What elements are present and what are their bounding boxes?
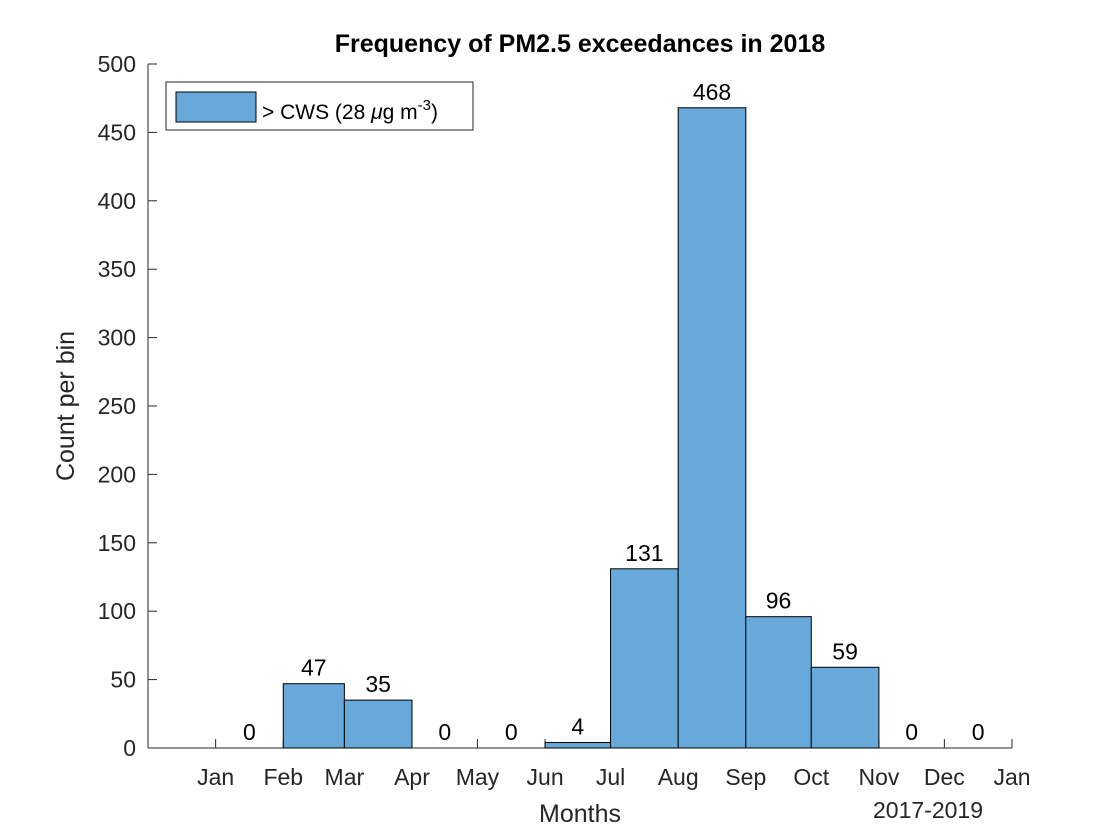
legend-exponent: -3 [418, 97, 431, 114]
y-tick-label: 300 [98, 325, 136, 351]
y-tick-label: 150 [98, 530, 136, 556]
x-tick-label: Aug [658, 764, 699, 790]
y-tick-label: 350 [98, 256, 136, 282]
legend-entry: > CWS (28 μg m-3) [262, 97, 438, 124]
bar-mar [343, 699, 413, 749]
y-tick-label: 250 [98, 393, 136, 419]
chart-title: Frequency of PM2.5 exceedances in 2018 [335, 30, 826, 58]
y-tick-label: 500 [98, 51, 136, 77]
data-label-aug: 468 [693, 79, 731, 105]
legend-swatch [175, 91, 257, 123]
legend-unit: g m [383, 101, 418, 124]
bars [282, 107, 880, 749]
data-label-nov: 0 [905, 719, 918, 745]
x-tick-label: Jul [596, 764, 625, 790]
legend-suffix: ) [431, 101, 438, 124]
y-axis-label: Count per bin [52, 331, 80, 481]
data-label-dec: 0 [972, 719, 985, 745]
y-tick-label: 100 [98, 598, 136, 624]
x-tick-label: Nov [858, 764, 899, 790]
data-labels: 0 47 35 0 0 4 131 468 96 59 0 0 [243, 79, 985, 745]
x-axis-label: Months [539, 800, 621, 828]
legend-mu: μ [370, 101, 383, 124]
y-tick-label: 400 [98, 188, 136, 214]
y-tick-label: 450 [98, 119, 136, 145]
x-tick-label: Mar [325, 764, 365, 790]
y-tick-label: 50 [110, 667, 136, 693]
bar-feb [282, 683, 345, 749]
x-tick-label: Oct [793, 764, 829, 790]
y-tick-label: 0 [123, 735, 136, 761]
data-label-jan: 0 [243, 719, 256, 745]
x-tick-label: Jan [993, 764, 1030, 790]
x-tick-label: Jun [527, 764, 564, 790]
x-tick-label: Jan [197, 764, 234, 790]
bar-jul [610, 568, 679, 749]
data-label-apr: 0 [438, 719, 451, 745]
x-tick-label: Apr [394, 764, 430, 790]
data-label-jul: 131 [625, 540, 663, 566]
x-tick-label: Sep [725, 764, 766, 790]
x-tick-label: May [456, 764, 500, 790]
x-axis-secondary-label: 2017-2019 [873, 797, 983, 823]
bar-sep [745, 616, 812, 749]
y-tick-label: 200 [98, 461, 136, 487]
bar-oct [810, 666, 880, 749]
x-tick-label: Feb [263, 764, 303, 790]
data-label-oct: 59 [832, 638, 858, 664]
data-label-feb: 47 [301, 655, 327, 681]
legend-prefix: > CWS (28 [262, 101, 371, 124]
bar-jun [544, 742, 612, 749]
x-tick-label: Dec [924, 764, 965, 790]
data-label-may: 0 [505, 719, 518, 745]
data-label-sep: 96 [766, 588, 792, 614]
bar-aug [677, 107, 747, 749]
data-label-jun: 4 [571, 714, 584, 740]
data-label-mar: 35 [365, 671, 391, 697]
legend: > CWS (28 μg m-3) [165, 81, 474, 131]
